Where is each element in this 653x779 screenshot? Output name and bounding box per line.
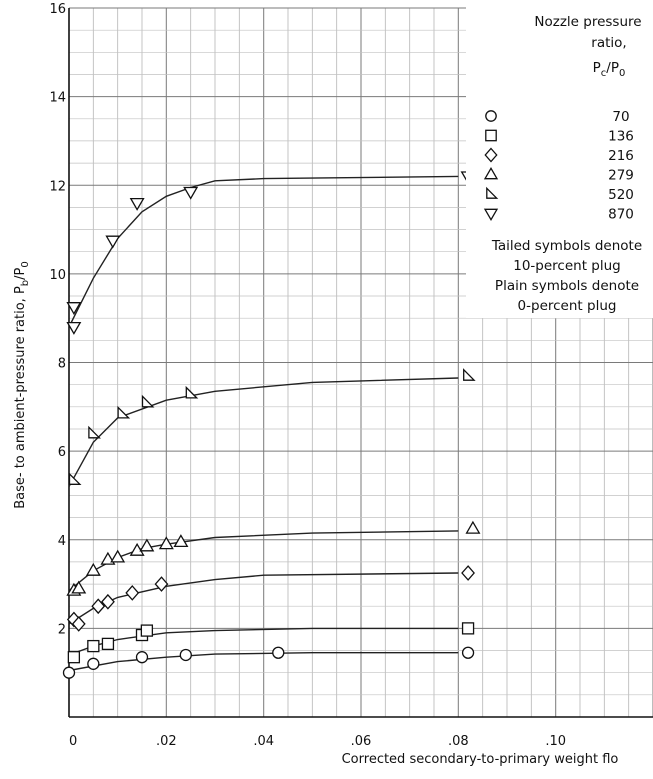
curve-triangle-up	[68, 530, 459, 592]
y-tick-label: 6	[58, 445, 66, 460]
y-axis-title-slash: /P	[13, 267, 28, 279]
data-point-square	[461, 622, 475, 635]
legend-marker-triangle-down	[483, 208, 499, 222]
data-point-triangle-down	[105, 235, 121, 249]
x-tick-label: .08	[448, 734, 469, 749]
data-point-triangle-up	[85, 562, 101, 576]
legend-title-slash: /P	[606, 60, 619, 76]
tick-labels: 0 .02 .04 .06 .08 .10 2 4 6 8 10 12 14 16	[49, 2, 566, 749]
data-point-triangle-down	[129, 197, 145, 211]
data-point-triangle-up	[173, 534, 189, 548]
legend-entry-label: 216	[608, 148, 634, 164]
data-point-diamond	[125, 585, 140, 601]
y-tick-label: 10	[49, 268, 66, 283]
legend-marker-square	[485, 129, 497, 142]
y-tick-label: 4	[58, 534, 66, 549]
legend-title-line-1: Nozzle pressure	[534, 14, 641, 30]
legend-title-ratio: Pc/P0	[593, 60, 626, 79]
data-point-diamond	[154, 576, 169, 592]
curve-triangle-down	[68, 175, 459, 328]
data-point-square	[101, 637, 115, 651]
legend-marker-circle	[485, 110, 497, 122]
x-tick-label: .06	[351, 734, 372, 749]
y-tick-label: 8	[58, 357, 66, 372]
y-tick-label: 12	[49, 179, 66, 194]
data-point-triangle-right	[141, 394, 155, 408]
legend-entry-label: 70	[612, 109, 629, 125]
x-tick-label: .04	[253, 734, 274, 749]
legend-marker-triangle-right	[486, 186, 499, 199]
legend-entry-label: 279	[608, 168, 634, 184]
data-point-triangle-right	[68, 472, 82, 485]
data-point-circle	[272, 646, 285, 659]
data-point-square	[140, 624, 154, 637]
legend-title-sub-0: 0	[619, 68, 625, 79]
data-point-circle	[461, 646, 475, 659]
data-point-circle	[62, 666, 76, 679]
legend-entry-label: 520	[608, 187, 634, 203]
data-point-triangle-up	[71, 580, 87, 594]
legend-entry-label: 870	[608, 207, 634, 223]
data-point-triangle-down	[66, 302, 82, 316]
y-tick-label: 14	[49, 91, 66, 106]
data-point-triangle-up	[110, 549, 126, 563]
legend-entries: 70 136 216 279 520 870	[483, 109, 634, 223]
legend-marker-diamond	[484, 147, 498, 163]
legend-title-sub-c: c	[601, 68, 607, 79]
curve-triangle-right	[68, 377, 459, 487]
data-point-triangle-right	[463, 368, 476, 381]
data-point-triangle-up	[158, 536, 174, 550]
y-tick-label: 2	[58, 622, 66, 637]
data-point-circle	[135, 651, 149, 664]
legend-note-1: Tailed symbols denote	[491, 238, 642, 254]
y-axis-title-main: Base- to ambient-pressure ratio,	[13, 298, 28, 509]
data-point-triangle-up	[139, 538, 155, 552]
y-axis-title-sym: P	[13, 286, 28, 294]
data-point-circle	[87, 657, 100, 670]
data-point-diamond	[71, 616, 86, 632]
y-axis-title-sub-b: b	[20, 280, 31, 286]
y-axis-title-sub-0: 0	[20, 261, 31, 267]
legend: Nozzle pressure ratio, Pc/P0 70 136 216 279…	[466, 0, 653, 318]
x-tick-label: .02	[156, 734, 177, 749]
data-point-triangle-right	[117, 405, 131, 419]
legend-note-3: Plain symbols denote	[495, 278, 639, 294]
x-tick-label: 0	[69, 734, 77, 749]
data-point-square	[67, 651, 81, 664]
data-point-diamond	[461, 565, 475, 581]
data-point-triangle-up	[465, 520, 481, 534]
legend-title-sym: P	[593, 60, 601, 76]
legend-entry-label: 136	[608, 129, 634, 145]
data-point-triangle-right	[185, 385, 199, 399]
legend-note-4: 0-percent plug	[518, 298, 617, 314]
data-point-square	[87, 639, 100, 653]
x-tick-label: .10	[545, 734, 566, 749]
data-point-circle	[179, 648, 192, 662]
axes	[68, 8, 653, 718]
data-points	[62, 171, 481, 679]
data-point-triangle-down	[66, 321, 82, 335]
x-axis-title: Corrected secondary-to-primary weight fl…	[342, 752, 619, 767]
legend-note-2: 10-percent plug	[513, 258, 621, 274]
y-tick-label: 16	[49, 2, 66, 17]
data-point-triangle-right	[88, 425, 101, 439]
data-point-triangle-down	[183, 186, 199, 200]
data-point-diamond	[101, 593, 115, 610]
y-axis-title: Base- to ambient-pressure ratio, Pb/P0	[13, 261, 31, 509]
data-point-diamond	[91, 598, 106, 615]
legend-background	[466, 0, 653, 318]
data-point-triangle-up	[129, 542, 145, 556]
legend-marker-triangle-up	[483, 166, 499, 180]
legend-title-line-2: ratio,	[591, 35, 626, 51]
